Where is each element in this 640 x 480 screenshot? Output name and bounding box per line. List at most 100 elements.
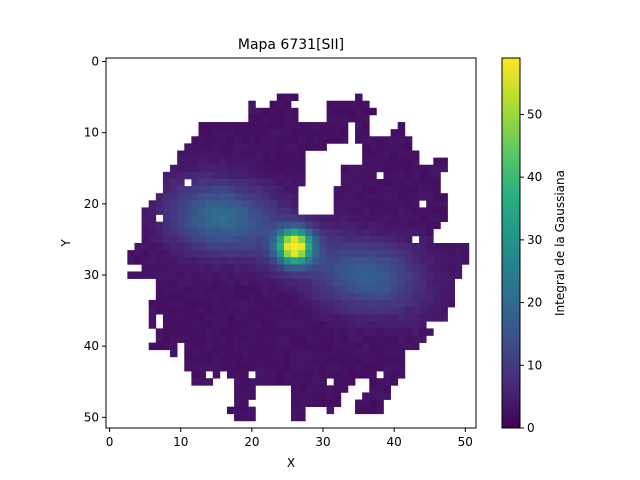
heatmap-cell xyxy=(283,314,292,322)
heatmap-cell xyxy=(447,299,456,308)
heatmap-cell xyxy=(312,307,320,315)
heatmap-cell xyxy=(454,264,463,272)
heatmap-cell xyxy=(376,243,384,251)
heatmap-cell xyxy=(298,264,306,272)
heatmap-cell xyxy=(291,228,299,237)
heatmap-cell xyxy=(184,271,192,279)
heatmap-cell xyxy=(262,186,271,194)
heatmap-cell xyxy=(319,392,327,400)
heatmap-cell xyxy=(411,164,420,173)
heatmap-cell xyxy=(312,399,320,408)
heatmap-cell xyxy=(426,186,434,194)
heatmap-cell xyxy=(205,342,214,351)
heatmap-cell xyxy=(276,214,285,223)
heatmap-cell xyxy=(433,214,441,223)
heatmap-cell xyxy=(347,363,356,372)
heatmap-cell xyxy=(248,235,256,244)
heatmap-cell xyxy=(177,186,185,194)
heatmap-cell xyxy=(155,257,164,265)
heatmap-cell xyxy=(340,292,349,301)
heatmap-cell xyxy=(419,193,427,201)
heatmap-cell xyxy=(155,278,164,287)
heatmap-cell xyxy=(397,349,406,358)
heatmap-cell xyxy=(390,243,399,251)
y-axis-label: Y xyxy=(59,239,73,248)
heatmap-cell xyxy=(333,136,342,144)
y-tick-label: 50 xyxy=(84,410,99,424)
heatmap-cell xyxy=(212,221,221,230)
heatmap-cell xyxy=(255,264,263,272)
heatmap-cell xyxy=(226,221,235,230)
heatmap-cell xyxy=(255,200,263,208)
heatmap-cell xyxy=(333,335,342,343)
heatmap-cell xyxy=(340,342,349,351)
heatmap-cell xyxy=(340,193,349,201)
heatmap-cell xyxy=(355,342,363,351)
heatmap-cell xyxy=(404,143,413,151)
heatmap-cell xyxy=(411,150,420,158)
heatmap-cell xyxy=(219,136,228,144)
heatmap-cell xyxy=(319,378,327,386)
heatmap-cell xyxy=(177,299,185,308)
heatmap-cell xyxy=(248,214,256,223)
heatmap-cell xyxy=(248,100,256,109)
heatmap-cell xyxy=(269,243,278,251)
heatmap-cell xyxy=(362,171,370,180)
heatmap-cell xyxy=(269,207,278,215)
heatmap-cell xyxy=(355,228,363,237)
heatmap-cell xyxy=(319,228,327,237)
heatmap-cell xyxy=(241,129,249,137)
heatmap-cell xyxy=(276,164,285,173)
heatmap-cell xyxy=(326,278,335,287)
y-tick-label: 20 xyxy=(84,197,99,211)
heatmap-cell xyxy=(184,157,192,166)
heatmap-cell xyxy=(355,278,363,287)
heatmap-cell xyxy=(283,171,292,180)
heatmap-cell xyxy=(326,307,335,315)
heatmap-cell xyxy=(390,171,399,180)
heatmap-cell xyxy=(461,243,470,251)
heatmap-cell xyxy=(241,278,249,287)
heatmap-cell xyxy=(269,164,278,173)
heatmap-cell xyxy=(291,107,299,116)
heatmap-cell xyxy=(333,378,342,386)
heatmap-cell xyxy=(397,235,406,244)
heatmap-cell xyxy=(305,385,313,393)
heatmap-cell xyxy=(241,363,249,372)
heatmap-cell xyxy=(269,314,278,322)
heatmap-cell xyxy=(162,257,171,265)
colorbar-tick-label: 0 xyxy=(527,421,535,435)
heatmap-cell xyxy=(426,235,434,244)
heatmap-cell xyxy=(376,356,384,365)
heatmap-cell xyxy=(340,100,349,109)
heatmap-cell xyxy=(326,335,335,343)
heatmap-cell xyxy=(376,257,384,265)
heatmap-cell xyxy=(404,214,413,223)
heatmap-cell xyxy=(291,93,299,102)
heatmap-cell xyxy=(376,392,384,400)
heatmap-cell xyxy=(212,307,221,315)
heatmap-cell xyxy=(369,292,377,301)
heatmap-cell xyxy=(390,371,399,379)
heatmap-cell xyxy=(226,129,235,137)
heatmap-cell xyxy=(383,243,391,251)
heatmap-cell xyxy=(312,392,320,400)
heatmap-cell xyxy=(411,328,420,336)
heatmap-cell xyxy=(255,171,263,180)
heatmap-cell xyxy=(369,171,377,180)
heatmap-cell xyxy=(255,271,263,279)
heatmap-cell xyxy=(212,157,221,166)
heatmap-cell xyxy=(262,328,271,336)
heatmap-cell xyxy=(305,271,313,279)
heatmap-cell xyxy=(155,285,164,294)
heatmap-cell xyxy=(198,178,206,187)
heatmap-cell xyxy=(305,371,313,379)
colorbar xyxy=(501,57,521,429)
heatmap-cell xyxy=(283,200,292,208)
heatmap-cell xyxy=(390,314,399,322)
heatmap-cell xyxy=(226,122,235,130)
heatmap-cell xyxy=(291,235,299,244)
heatmap-cell xyxy=(319,328,327,336)
heatmap-cell xyxy=(219,349,228,358)
heatmap-cell xyxy=(347,292,356,301)
